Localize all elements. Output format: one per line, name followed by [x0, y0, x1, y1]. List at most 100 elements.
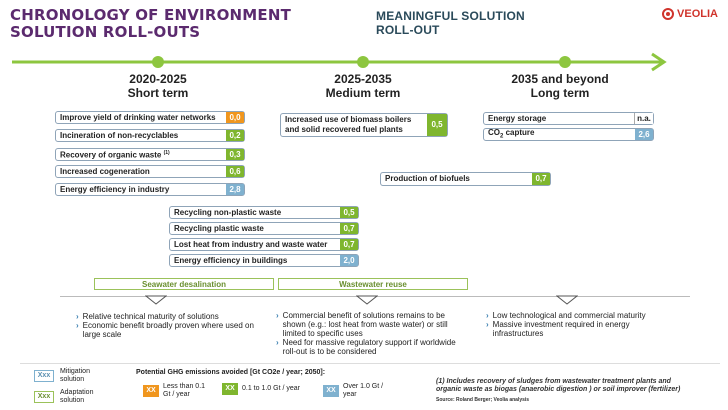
solution-value: 0,5: [340, 207, 358, 218]
over-label: Over 1.0 Gt / year: [343, 383, 384, 398]
solution-value: 2,8: [226, 184, 244, 195]
solution-value: 0,7: [532, 173, 550, 185]
bullet-marker-icon: ›: [76, 312, 79, 321]
mid-label: 0.1 to 1.0 Gt / year: [242, 385, 300, 392]
solution-label: Increased use of biomass boilers and sol…: [281, 115, 427, 135]
bullet-item: › Need for massive regulatory support if …: [276, 338, 460, 356]
solution-label: Incineration of non-recyclables: [60, 130, 179, 140]
solution-item: Energy efficiency in industry 2,8: [55, 183, 245, 196]
bullet-marker-icon: ›: [276, 311, 279, 320]
solution-item: Energy efficiency in buildings 2,0: [169, 254, 359, 267]
bullet-item: › Massive investment required in energy i…: [486, 320, 661, 338]
adaptation-wastewater: Wastewater reuse: [278, 278, 468, 290]
bullet-text: Low technological and commercial maturit…: [492, 311, 646, 320]
period-short: 2020-2025 Short term: [88, 72, 228, 100]
timeline-dot-medium: [357, 56, 369, 68]
solution-label: Energy efficiency in buildings: [174, 255, 288, 265]
co2-rest-text: capture: [503, 127, 535, 137]
footnote-marker: (1): [163, 150, 170, 157]
solution-label: Production of biofuels: [385, 174, 470, 183]
bullets-medium: › Commercial benefit of solutions remains…: [276, 311, 460, 356]
bullet-text: Relative technical maturity of solutions: [82, 312, 219, 321]
solution-label: Energy storage: [488, 113, 547, 123]
bullet-item: › Low technological and commercial maturi…: [486, 311, 661, 320]
triangle-marker-long: [556, 295, 578, 305]
less-label: Less than 0.1 Gt / year: [163, 383, 206, 398]
solution-value: 0,7: [340, 223, 358, 234]
bullet-text: Need for massive regulatory support if w…: [282, 338, 456, 356]
solution-label: Energy efficiency in industry: [60, 184, 170, 194]
solution-item: Incineration of non-recyclables 0,2: [55, 129, 245, 142]
co2-subscript: 2: [500, 133, 504, 140]
page-subtitle: MEANINGFUL SOLUTION ROLL-OUT: [376, 9, 525, 37]
solution-label: Increased cogeneration: [60, 166, 150, 176]
logo-text: VEOLIA: [677, 8, 718, 20]
footnote-line-1: (1) Includes recovery of sludges from wa…: [436, 378, 671, 385]
period-medium: 2025-2035 Medium term: [293, 72, 433, 100]
solution-label: Recovery of organic waste (1): [56, 148, 226, 161]
blue-swatch: XX: [323, 385, 339, 397]
triangle-marker-medium: [356, 295, 378, 305]
solution-value: 2,6: [635, 129, 653, 140]
solution-item: Production of biofuels 0,7: [380, 172, 551, 186]
mitigation-swatch: Xxx: [34, 370, 54, 382]
solution-value: 0,7: [340, 239, 358, 250]
orange-swatch: XX: [143, 385, 159, 397]
mitigation-label: Mitigation solution: [60, 368, 90, 383]
solution-value: 0,2: [226, 130, 244, 141]
solution-value: 0,5: [427, 114, 447, 136]
page-title: CHRONOLOGY OF ENVIRONMENT SOLUTION ROLL-…: [10, 7, 291, 41]
solution-item: Recycling non-plastic waste 0,5: [169, 206, 359, 219]
period-term: Short term: [127, 86, 189, 100]
bottom-separator: [20, 363, 720, 364]
adaptation-swatch: Xxx: [34, 391, 54, 403]
solution-item: Increased cogeneration 0,6: [55, 165, 245, 178]
triangle-marker-short: [145, 295, 167, 305]
solution-item: Recovery of organic waste (1) 0,3: [55, 148, 245, 161]
bullet-text: Economic benefit broadly proven where us…: [82, 321, 254, 339]
period-term: Long term: [530, 86, 590, 100]
veolia-logo-icon: [662, 8, 675, 20]
source-note: Source: Roland Berger; Veolia analysis: [436, 397, 530, 403]
legend-over: XX Over 1.0 Gt / year: [323, 383, 393, 399]
solution-item: Increased use of biomass boilers and sol…: [280, 113, 448, 137]
timeline-arrow: [12, 52, 667, 72]
subtitle-line-1: MEANINGFUL SOLUTION: [376, 9, 525, 23]
bullet-marker-icon: ›: [76, 321, 79, 330]
solution-item: Energy storage n.a.: [483, 112, 654, 125]
solution-label: Recycling plastic waste: [174, 223, 264, 233]
subtitle-line-2: ROLL-OUT: [376, 23, 440, 37]
ghg-legend-title: Potential GHG emissions avoided [Gt CO2e…: [136, 369, 326, 376]
timeline-dot-short: [152, 56, 164, 68]
bullet-text: Massive investment required in energy in…: [492, 320, 630, 338]
bullets-short: › Relative technical maturity of solution…: [76, 312, 256, 339]
footnote-line-2: organic waste as biogas (anaerobic diges…: [436, 386, 681, 393]
adaptation-label: Adaptation solution: [60, 389, 94, 404]
solution-value: 2,0: [340, 255, 358, 266]
veolia-logo: VEOLIA: [662, 8, 718, 20]
title-line-2: SOLUTION ROLL-OUTS: [10, 23, 201, 41]
solution-value: 0,3: [226, 149, 244, 160]
period-long: 2035 and beyond Long term: [480, 72, 640, 100]
solution-label: Recycling non-plastic waste: [174, 207, 282, 217]
bullet-marker-icon: ›: [486, 311, 489, 320]
title-line-1: CHRONOLOGY OF ENVIRONMENT: [10, 6, 292, 24]
solution-item: Improve yield of drinking water networks…: [55, 111, 245, 124]
solution-label-line: and solid recovered fuel plants: [285, 125, 403, 134]
green-swatch: XX: [222, 383, 238, 395]
legend-mitigation: Xxx Mitigation solution: [34, 368, 96, 384]
bullets-long: › Low technological and commercial maturi…: [486, 311, 661, 338]
bullet-marker-icon: ›: [276, 338, 279, 347]
legend-less: XX Less than 0.1 Gt / year: [143, 383, 209, 399]
solution-item: CO2 capture 2,6: [483, 128, 654, 141]
co2-text: CO: [488, 127, 500, 137]
bullet-item: › Economic benefit broadly proven where u…: [76, 321, 256, 339]
solution-label-line: Increased use of biomass boilers: [285, 115, 412, 124]
solution-item: Lost heat from industry and waste water …: [169, 238, 359, 251]
period-years: 2020-2025: [129, 72, 187, 86]
bullet-marker-icon: ›: [486, 320, 489, 329]
bullet-item: › Relative technical maturity of solution…: [76, 312, 256, 321]
period-years: 2025-2035: [334, 72, 392, 86]
solution-item: Recycling plastic waste 0,7: [169, 222, 359, 235]
solution-label-text: Recovery of organic waste: [60, 150, 162, 160]
